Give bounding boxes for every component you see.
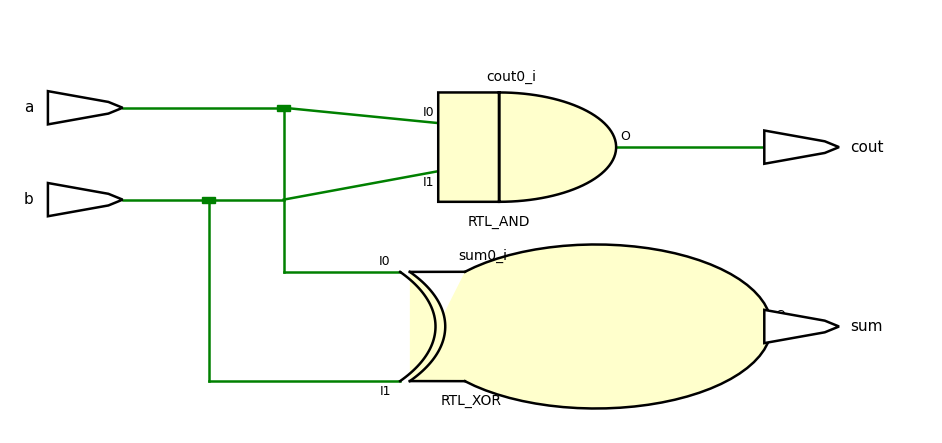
Text: b: b (24, 192, 34, 207)
Text: a: a (24, 100, 34, 115)
Text: O: O (775, 309, 785, 322)
Polygon shape (438, 93, 616, 202)
Text: sum: sum (850, 319, 883, 334)
Text: O: O (620, 130, 630, 143)
Text: RTL_AND: RTL_AND (468, 215, 530, 229)
Text: I1: I1 (380, 385, 391, 398)
Polygon shape (203, 197, 216, 203)
Polygon shape (410, 245, 771, 408)
Text: I0: I0 (423, 106, 434, 119)
Text: RTL_XOR: RTL_XOR (441, 394, 501, 408)
Polygon shape (48, 183, 122, 216)
Text: sum0_i: sum0_i (459, 249, 508, 263)
Text: I0: I0 (379, 255, 391, 268)
Polygon shape (277, 105, 290, 111)
Text: cout0_i: cout0_i (486, 70, 536, 84)
Text: I1: I1 (423, 175, 434, 189)
Polygon shape (764, 131, 839, 164)
Polygon shape (48, 91, 122, 124)
Polygon shape (764, 310, 839, 343)
Text: cout: cout (850, 140, 884, 155)
